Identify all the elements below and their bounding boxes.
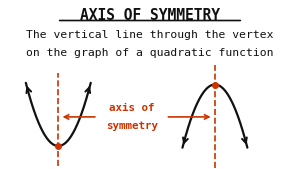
Text: symmetry: symmetry: [106, 121, 158, 131]
Text: on the graph of a quadratic function: on the graph of a quadratic function: [26, 48, 274, 58]
Text: The vertical line through the vertex: The vertical line through the vertex: [26, 30, 274, 40]
Text: AXIS OF SYMMETRY: AXIS OF SYMMETRY: [80, 8, 220, 23]
Text: axis of: axis of: [109, 103, 154, 113]
